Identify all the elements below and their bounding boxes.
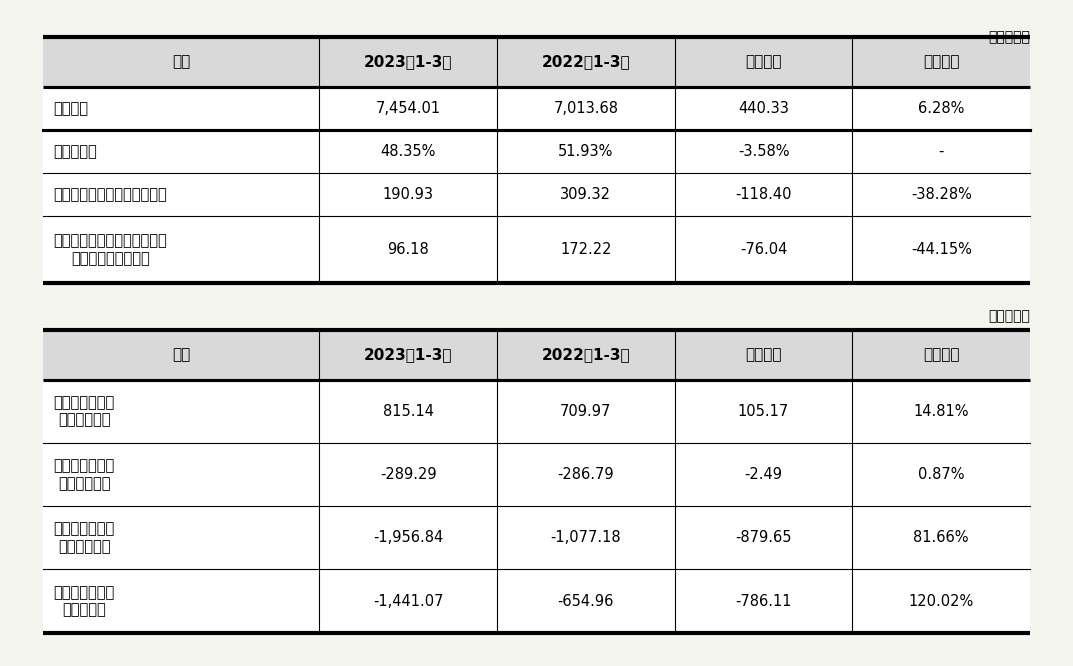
Text: 综合毛利率: 综合毛利率 — [54, 144, 98, 159]
Text: -289.29: -289.29 — [380, 467, 437, 482]
Text: 440.33: 440.33 — [738, 101, 789, 116]
Text: -286.79: -286.79 — [558, 467, 614, 482]
Bar — [43, 37, 1030, 87]
Text: 变动比例: 变动比例 — [923, 347, 959, 362]
Text: 0.87%: 0.87% — [918, 467, 965, 482]
Text: 营业收入: 营业收入 — [54, 101, 89, 116]
Bar — [43, 330, 1030, 633]
Text: -3.58%: -3.58% — [738, 144, 790, 159]
Text: -879.65: -879.65 — [735, 530, 792, 545]
Text: -786.11: -786.11 — [735, 593, 792, 609]
Text: 190.93: 190.93 — [383, 187, 433, 202]
Text: 2022年1-3月: 2022年1-3月 — [542, 54, 630, 69]
Text: 96.18: 96.18 — [387, 242, 429, 257]
Text: 变动金额: 变动金额 — [746, 347, 782, 362]
Text: 经营活动产生的
现金流量净额: 经营活动产生的 现金流量净额 — [54, 395, 115, 428]
Text: 单位：万元: 单位：万元 — [988, 310, 1030, 324]
Text: 项目: 项目 — [172, 347, 190, 362]
Text: 2022年1-3月: 2022年1-3月 — [542, 347, 630, 362]
Text: 6.28%: 6.28% — [918, 101, 965, 116]
Text: -654.96: -654.96 — [558, 593, 614, 609]
Text: 48.35%: 48.35% — [381, 144, 436, 159]
Text: 81.66%: 81.66% — [913, 530, 969, 545]
Text: 14.81%: 14.81% — [913, 404, 969, 419]
Text: -118.40: -118.40 — [735, 187, 792, 202]
Text: 7,013.68: 7,013.68 — [554, 101, 618, 116]
Text: -76.04: -76.04 — [740, 242, 788, 257]
Text: 51.93%: 51.93% — [558, 144, 614, 159]
Text: 120.02%: 120.02% — [909, 593, 974, 609]
Text: 变动比例: 变动比例 — [923, 54, 959, 69]
Text: -: - — [939, 144, 944, 159]
Text: 2023年1-3月: 2023年1-3月 — [364, 54, 453, 69]
Text: 815.14: 815.14 — [383, 404, 433, 419]
Text: 105.17: 105.17 — [738, 404, 789, 419]
Text: 项目: 项目 — [172, 54, 190, 69]
Text: -44.15%: -44.15% — [911, 242, 972, 257]
Text: 7,454.01: 7,454.01 — [376, 101, 441, 116]
Text: 投资活动产生的
现金流量净额: 投资活动产生的 现金流量净额 — [54, 458, 115, 491]
Text: 归属于母公司所有者的净利润: 归属于母公司所有者的净利润 — [54, 187, 167, 202]
Text: 172.22: 172.22 — [560, 242, 612, 257]
Bar — [43, 330, 1030, 380]
Bar — [43, 37, 1030, 283]
Text: 2023年1-3月: 2023年1-3月 — [364, 347, 453, 362]
Text: -2.49: -2.49 — [745, 467, 782, 482]
Text: 筹资活动产生的
现金流量净额: 筹资活动产生的 现金流量净额 — [54, 521, 115, 554]
Text: -1,441.07: -1,441.07 — [373, 593, 443, 609]
Text: 变动金额: 变动金额 — [746, 54, 782, 69]
Text: 扣除非经常性损益后归属于母
公司所有者的净利润: 扣除非经常性损益后归属于母 公司所有者的净利润 — [54, 234, 167, 266]
Text: 709.97: 709.97 — [560, 404, 612, 419]
Text: -1,956.84: -1,956.84 — [373, 530, 443, 545]
Text: -1,077.18: -1,077.18 — [550, 530, 621, 545]
Text: 309.32: 309.32 — [560, 187, 612, 202]
Text: -38.28%: -38.28% — [911, 187, 972, 202]
Text: 单位：万元: 单位：万元 — [988, 30, 1030, 44]
Text: 现金及现金等价
物净增加额: 现金及现金等价 物净增加额 — [54, 585, 115, 617]
